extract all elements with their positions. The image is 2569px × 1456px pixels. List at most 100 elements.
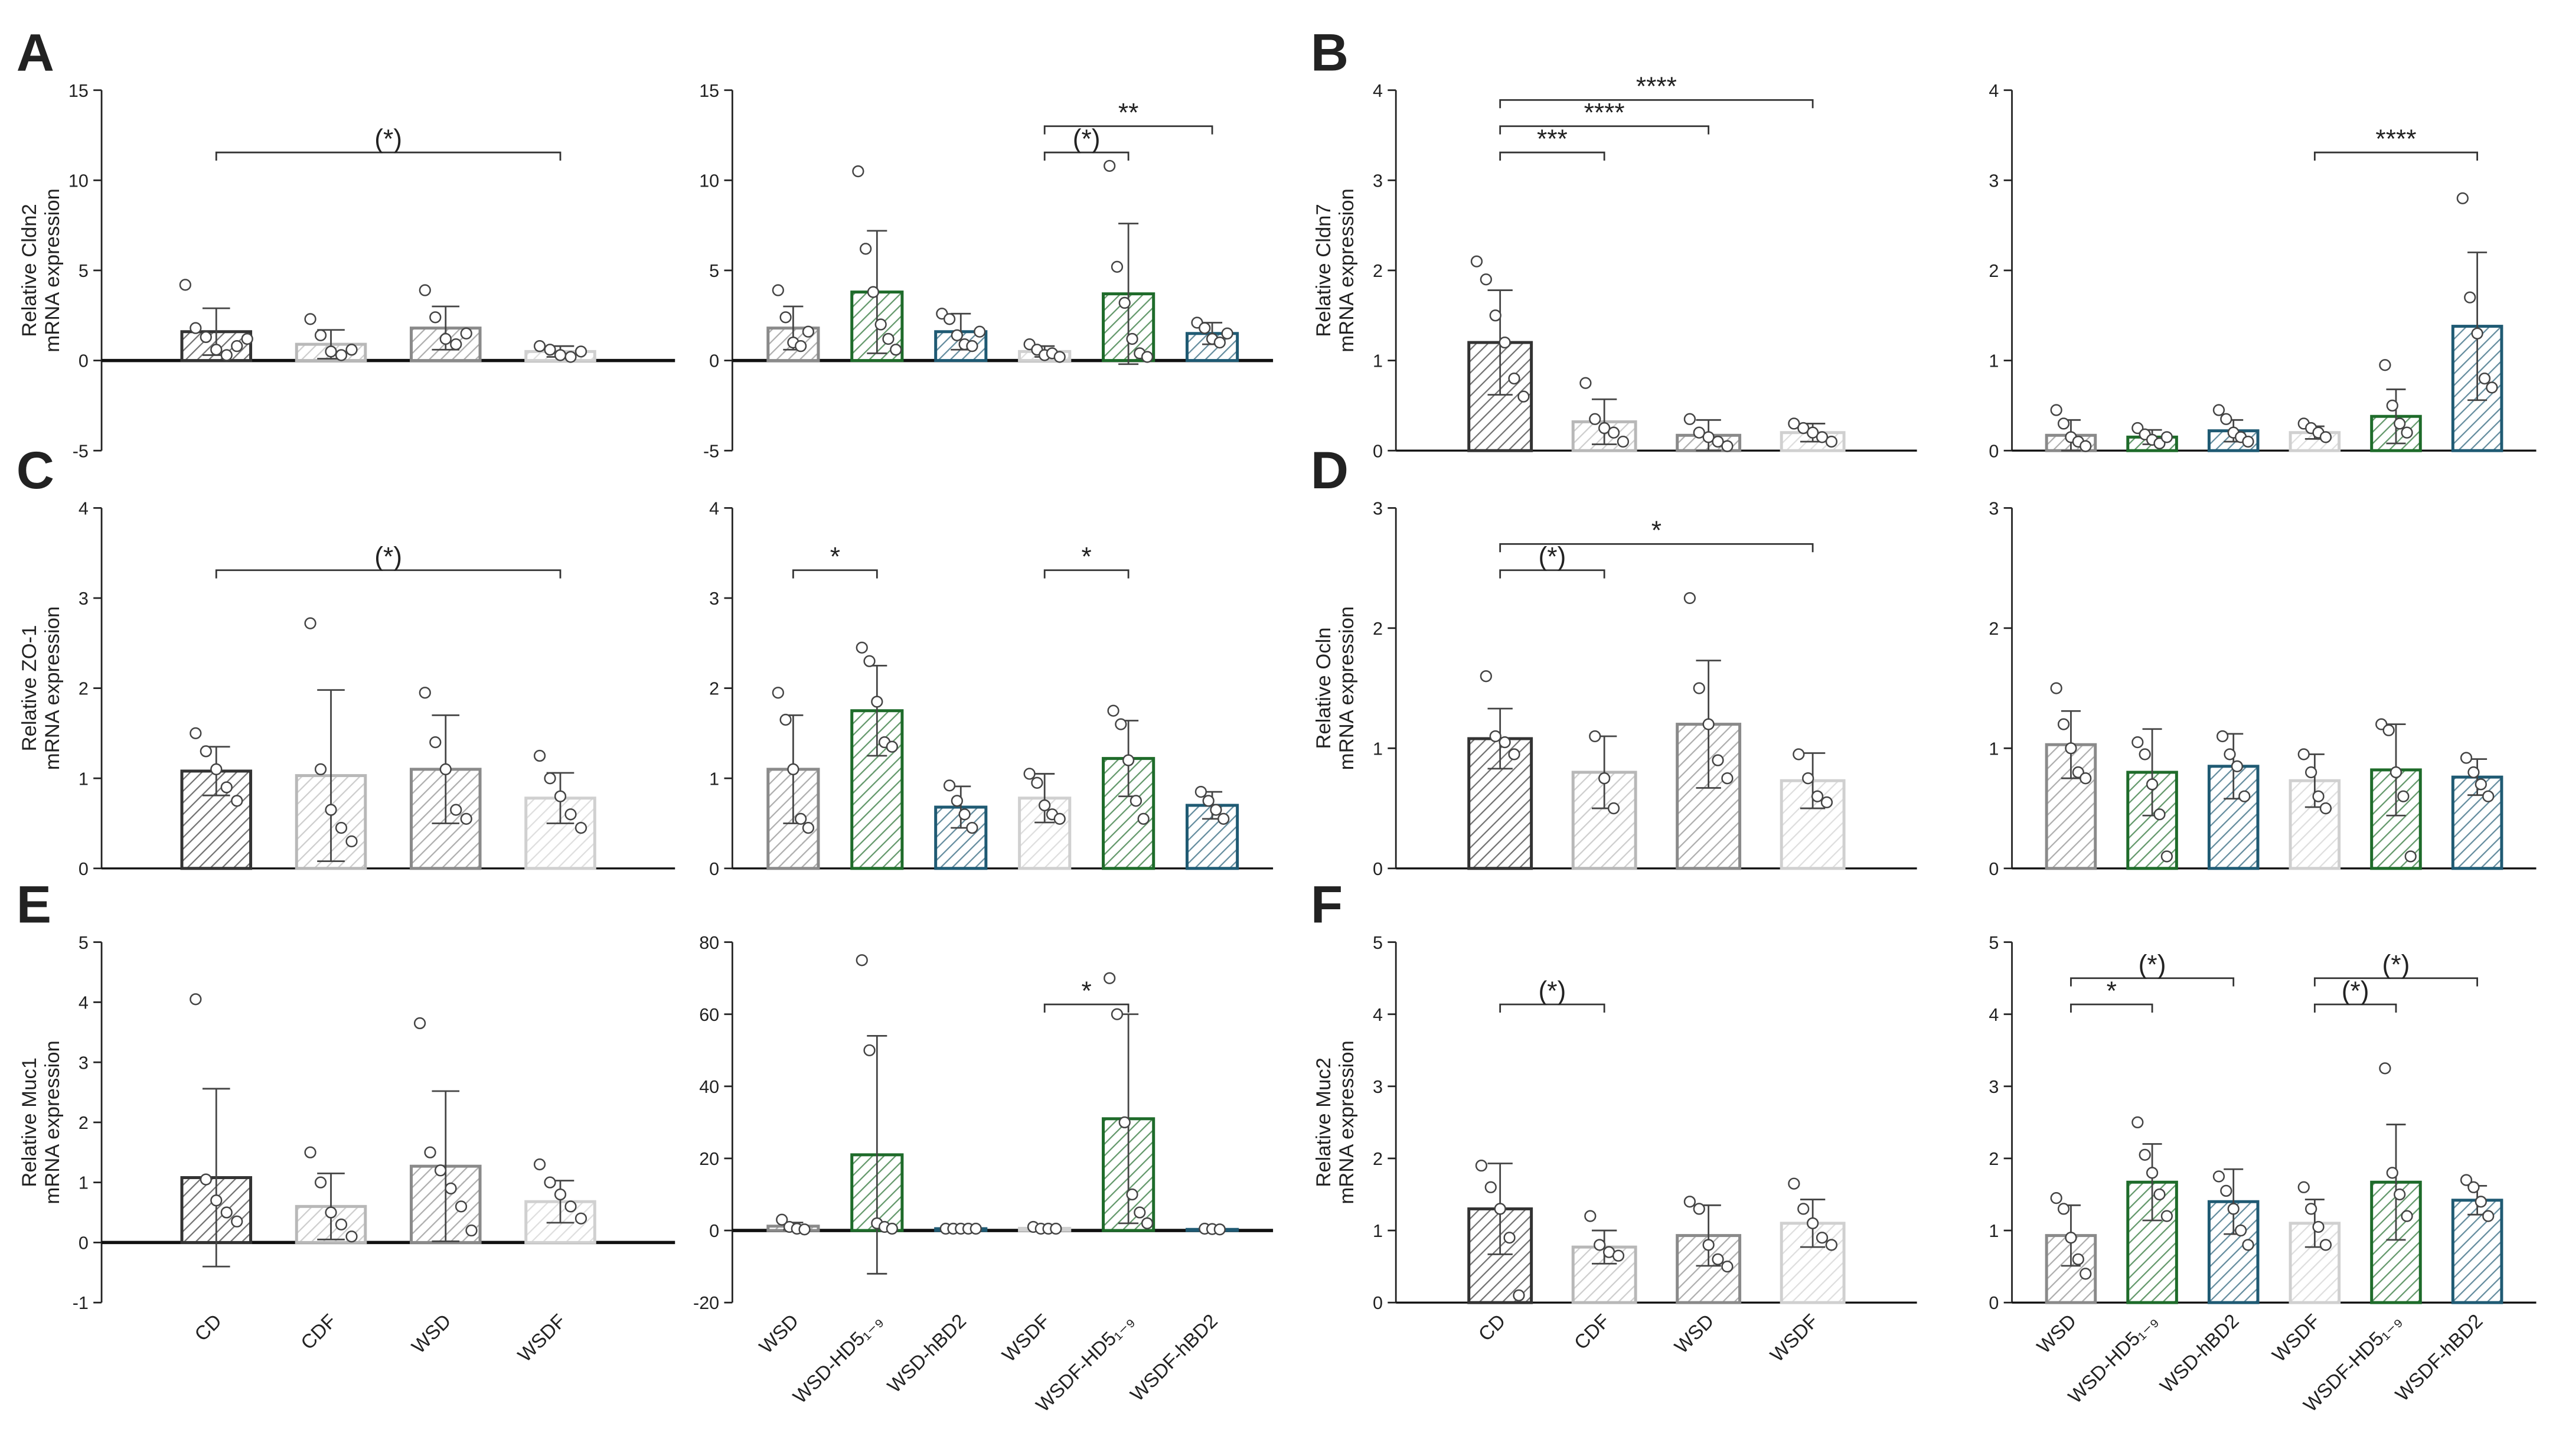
y-tick-label: 3 <box>1989 171 1999 191</box>
y-tick-label: 15 <box>68 81 89 101</box>
data-point <box>231 340 243 352</box>
x-tick-label: WSD-HD5₁₋₉ <box>789 1310 887 1408</box>
data-point <box>1607 426 1620 439</box>
data-point <box>429 311 442 324</box>
y-tick-label: -5 <box>703 441 719 461</box>
y-axis-label: Relative Cldn7 <box>1313 204 1335 337</box>
y-tick-label: 0 <box>1373 1293 1383 1313</box>
significance-bracket <box>1499 543 1814 553</box>
data-point <box>554 349 567 361</box>
data-point <box>1031 776 1043 789</box>
data-point <box>345 835 358 848</box>
data-point <box>1111 260 1124 273</box>
data-point <box>564 808 577 821</box>
data-point <box>1721 440 1734 452</box>
data-point <box>1712 1253 1724 1266</box>
panel: -1 0 1 2 3 4 5 CD CDF WSD WSDF Relative Muc1 mRNA ex… <box>17 875 675 1366</box>
data-point <box>2160 850 2173 863</box>
data-point <box>200 331 212 344</box>
significance-label: * <box>1651 516 1661 545</box>
data-point <box>1221 327 1233 339</box>
data-point <box>852 165 864 178</box>
y-tick-label: 4 <box>1989 1005 1999 1025</box>
data-point <box>2234 1224 2247 1237</box>
x-tick-label: WSD <box>407 1310 455 1358</box>
data-point <box>2057 417 2070 430</box>
data-point <box>795 340 807 352</box>
data-point <box>1793 748 1805 760</box>
data-point <box>2139 748 2151 760</box>
data-point <box>2382 724 2395 736</box>
significance-bracket <box>215 569 562 579</box>
data-point <box>779 311 792 324</box>
data-point <box>210 344 223 356</box>
data-point <box>1811 790 1824 802</box>
data-point <box>1820 796 1833 809</box>
data-point <box>1825 435 1838 448</box>
significance-label: * <box>2107 977 2117 1006</box>
x-tick-label: CDF <box>297 1310 341 1354</box>
data-point <box>1194 785 1207 798</box>
data-point <box>1797 422 1810 435</box>
y-tick-label: 4 <box>709 498 719 518</box>
data-point <box>1039 799 1051 812</box>
data-point <box>2231 760 2244 772</box>
data-point <box>2456 192 2469 205</box>
data-point <box>325 804 337 816</box>
data-point <box>2080 440 2092 452</box>
data-point <box>231 1215 243 1228</box>
data-point <box>1617 435 1630 448</box>
y-tick-label: -5 <box>73 441 89 461</box>
data-point <box>1053 351 1066 363</box>
y-tick-label: 2 <box>1373 1149 1383 1169</box>
data-point <box>1712 435 1724 448</box>
y-axis-label: mRNA expression <box>1336 606 1358 770</box>
data-point <box>439 763 452 776</box>
data-point <box>1118 296 1131 309</box>
data-point <box>966 822 978 834</box>
x-tick-label: WSDF <box>2268 1310 2325 1366</box>
y-tick-label: 0 <box>1989 441 1999 461</box>
data-point <box>890 344 902 356</box>
y-tick-label: 40 <box>699 1077 719 1097</box>
y-tick-label: -1 <box>73 1293 89 1313</box>
data-point <box>1517 390 1530 403</box>
significance-label: **** <box>1584 98 1625 127</box>
data-point <box>1797 1203 1810 1215</box>
data-point <box>564 351 577 363</box>
data-point <box>1712 754 1724 766</box>
data-point <box>2460 1174 2473 1186</box>
data-point <box>966 340 978 352</box>
significance-label: (*) <box>2382 950 2410 979</box>
y-axis-label: Relative Cldn2 <box>18 204 41 337</box>
data-point <box>2319 431 2332 443</box>
y-tick-label: 1 <box>1373 1221 1383 1241</box>
y-tick-label: 0 <box>709 351 719 371</box>
data-point <box>1503 1232 1516 1244</box>
data-point <box>970 1222 982 1235</box>
data-point <box>200 1173 212 1186</box>
x-tick-label: CD <box>1474 1310 1510 1346</box>
data-point <box>2212 1170 2225 1183</box>
significance-label: (*) <box>374 125 402 154</box>
y-tick-label: 1 <box>1989 739 1999 759</box>
data-point <box>958 808 971 821</box>
data-point <box>1806 1217 1819 1229</box>
y-tick-label: 5 <box>1989 933 1999 953</box>
data-point <box>2131 1116 2144 1129</box>
data-point <box>1213 336 1226 349</box>
data-point <box>1594 1239 1606 1251</box>
y-tick-label: 0 <box>1989 1293 1999 1313</box>
data-point <box>2153 808 2166 821</box>
data-point <box>335 349 348 361</box>
data-point <box>1508 748 1520 760</box>
significance-bracket <box>1499 569 1605 579</box>
data-point <box>419 687 431 699</box>
data-point <box>2379 1062 2391 1075</box>
y-tick-label: 0 <box>709 859 719 879</box>
data-point <box>2220 413 2232 425</box>
data-point <box>533 1158 546 1171</box>
data-point <box>220 349 233 361</box>
significance-bracket <box>2070 1003 2153 1013</box>
